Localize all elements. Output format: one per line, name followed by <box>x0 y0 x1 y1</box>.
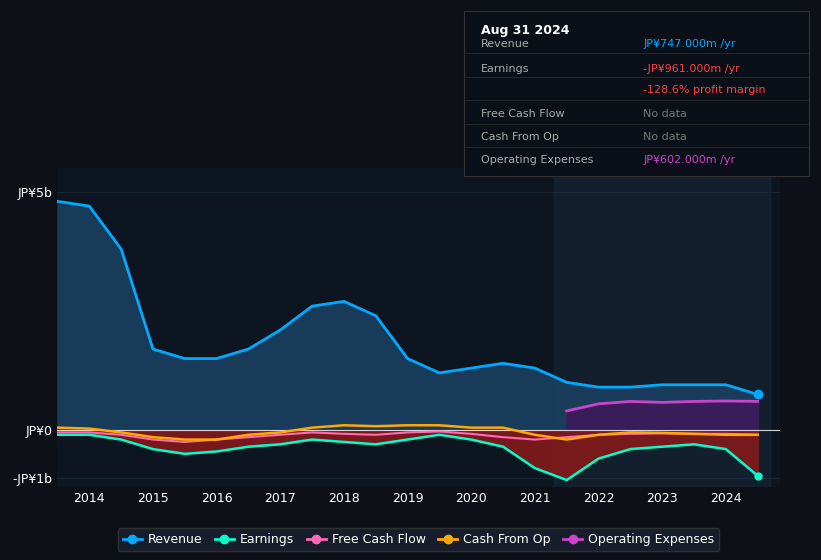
Text: Aug 31 2024: Aug 31 2024 <box>481 25 570 38</box>
Legend: Revenue, Earnings, Free Cash Flow, Cash From Op, Operating Expenses: Revenue, Earnings, Free Cash Flow, Cash … <box>118 528 719 551</box>
Text: No data: No data <box>643 109 687 119</box>
Text: Revenue: Revenue <box>481 39 530 49</box>
Text: -128.6% profit margin: -128.6% profit margin <box>643 86 766 96</box>
Text: Earnings: Earnings <box>481 64 530 74</box>
Bar <box>554 168 770 487</box>
Text: -JP¥961.000m /yr: -JP¥961.000m /yr <box>643 64 740 74</box>
Text: Cash From Op: Cash From Op <box>481 132 559 142</box>
Text: JP¥602.000m /yr: JP¥602.000m /yr <box>643 155 736 165</box>
Text: Operating Expenses: Operating Expenses <box>481 155 594 165</box>
Text: No data: No data <box>643 132 687 142</box>
Text: Free Cash Flow: Free Cash Flow <box>481 109 565 119</box>
Text: JP¥747.000m /yr: JP¥747.000m /yr <box>643 39 736 49</box>
